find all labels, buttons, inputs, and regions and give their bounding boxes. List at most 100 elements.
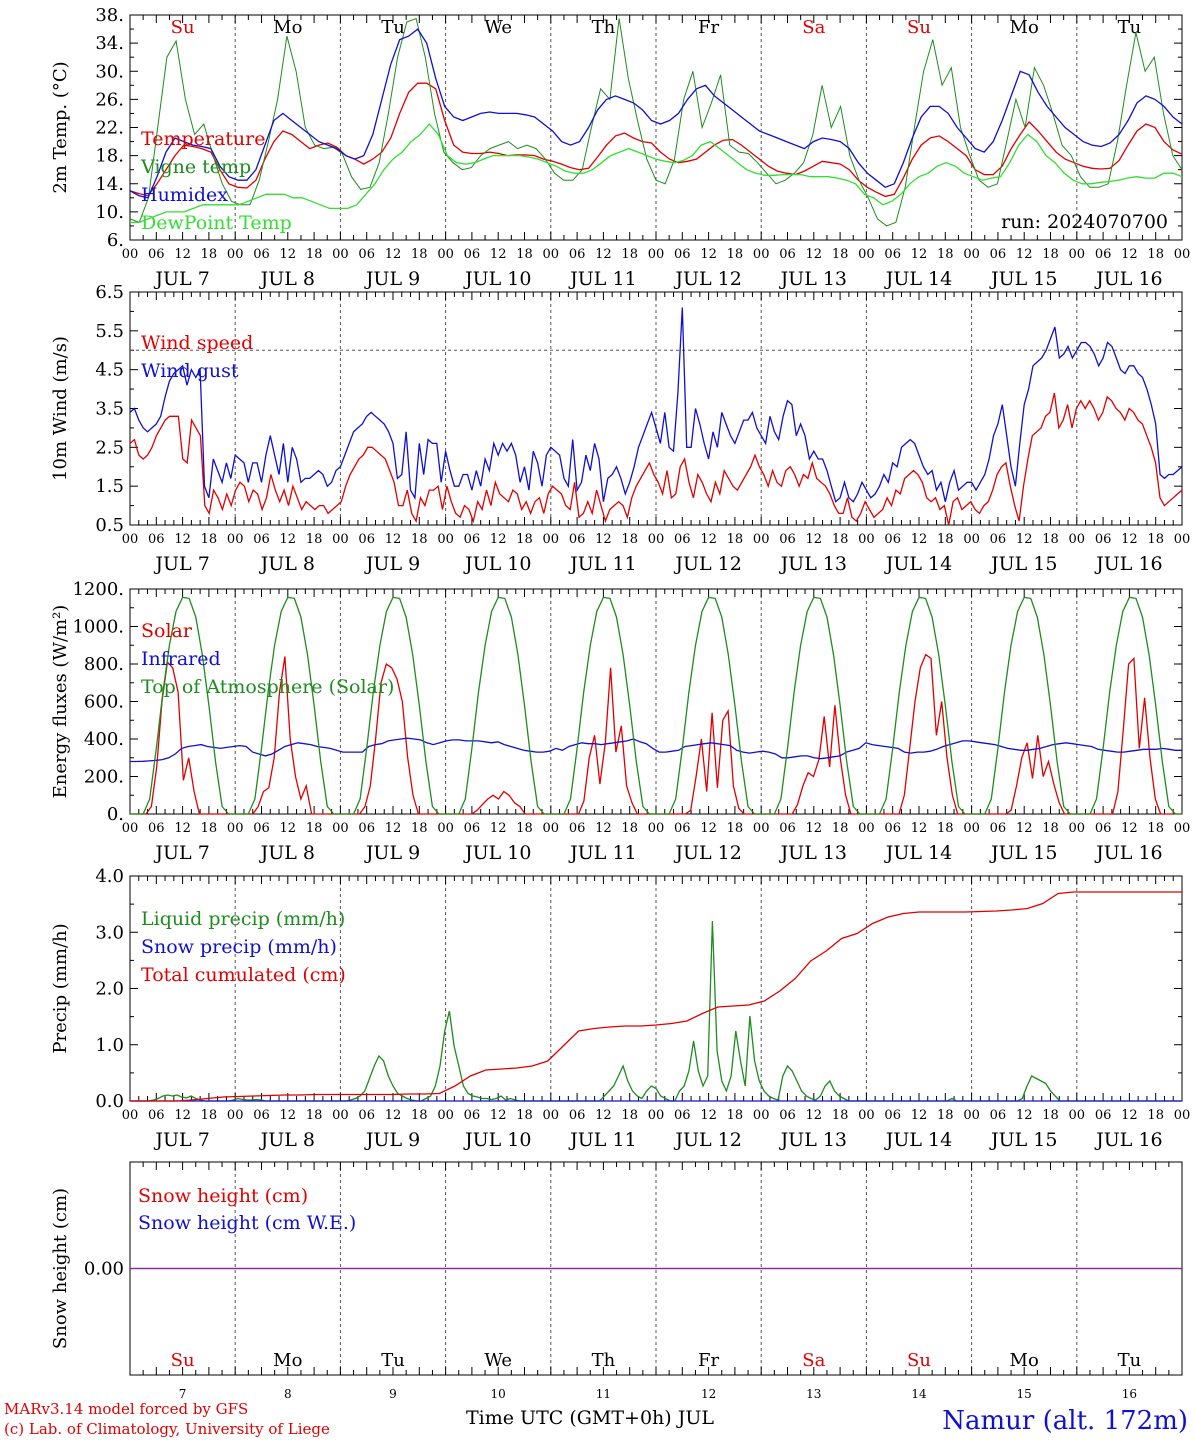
hour-tick-label: 00 [1174, 532, 1191, 547]
day-name: Sa [802, 17, 825, 38]
hour-tick-label: 18 [1147, 532, 1164, 547]
hour-tick-label: 12 [490, 821, 507, 836]
y-tick-label: 3.0 [95, 922, 124, 943]
hour-tick-label: 12 [385, 821, 402, 836]
hour-tick-label: 06 [779, 1108, 796, 1123]
hour-tick-label: 18 [1042, 247, 1059, 262]
date-label: JUL 9 [364, 1129, 420, 1151]
date-label: JUL 13 [779, 1129, 847, 1151]
station-name: Namur (alt. 172m) [942, 1406, 1188, 1436]
hour-tick-label: 12 [1016, 532, 1033, 547]
hour-tick-label: 06 [358, 247, 375, 262]
legend-entry: DewPoint Temp [141, 212, 292, 234]
hour-tick-label: 12 [280, 1108, 297, 1123]
date-number: 16 [1122, 1387, 1137, 1401]
hour-tick-label: 00 [332, 532, 349, 547]
date-label: JUL 12 [673, 842, 741, 864]
legend-entry: Vigne temp [140, 156, 251, 178]
hour-tick-label: 12 [911, 247, 928, 262]
hour-tick-label: 12 [595, 821, 612, 836]
date-label: JUL 13 [779, 553, 847, 575]
date-label: JUL 12 [673, 1129, 741, 1151]
hour-tick-label: 18 [411, 532, 428, 547]
hour-tick-label: 18 [937, 821, 954, 836]
hour-tick-label: 00 [1174, 247, 1191, 262]
hour-tick-label: 18 [937, 247, 954, 262]
series-line-3 [130, 596, 1182, 815]
hour-tick-label: 12 [911, 532, 928, 547]
hour-tick-label: 18 [516, 821, 533, 836]
hour-tick-label: 12 [806, 247, 823, 262]
series-line-2 [129, 307, 1183, 503]
hour-tick-label: 06 [1095, 821, 1112, 836]
hour-tick-label: 00 [332, 247, 349, 262]
hour-tick-label: 00 [1069, 247, 1086, 262]
legend-entry: Snow precip (mm/h) [141, 936, 337, 958]
date-number: 11 [596, 1387, 611, 1401]
date-number: 10 [491, 1387, 506, 1401]
hour-tick-label: 12 [1016, 1108, 1033, 1123]
day-name: Tu [1118, 1350, 1142, 1371]
date-number: 7 [179, 1387, 187, 1401]
day-name: Tu [381, 1350, 405, 1371]
date-label: JUL 16 [1094, 1129, 1162, 1151]
day-name: Th [592, 17, 616, 38]
date-label: JUL 14 [884, 1129, 952, 1151]
day-name: We [484, 17, 512, 38]
hour-tick-label: 18 [621, 532, 638, 547]
hour-tick-label: 18 [1042, 1108, 1059, 1123]
hour-tick-label: 00 [122, 1108, 139, 1123]
y-tick-label: 38. [95, 5, 124, 26]
legend-entry: Temperature [141, 128, 265, 150]
date-label: JUL 15 [989, 1129, 1057, 1151]
hour-tick-label: 12 [1121, 821, 1138, 836]
hour-tick-label: 00 [858, 532, 875, 547]
y-tick-label: 1200. [72, 579, 124, 600]
hour-tick-label: 12 [174, 1108, 191, 1123]
hour-tick-label: 00 [437, 247, 454, 262]
hour-tick-label: 00 [227, 247, 244, 262]
hour-tick-label: 00 [437, 1108, 454, 1123]
series-line-3 [129, 28, 1183, 199]
legend-entry: Liquid precip (mm/h) [141, 908, 345, 930]
day-name: Fr [698, 1350, 719, 1371]
hour-tick-label: 00 [122, 247, 139, 262]
day-name: Tu [1118, 17, 1142, 38]
hour-tick-label: 00 [648, 821, 665, 836]
hour-tick-label: 18 [306, 532, 323, 547]
y-tick-label: 22. [95, 118, 124, 139]
day-name: Su [907, 1350, 931, 1371]
hour-tick-label: 12 [174, 821, 191, 836]
panel-5: 0.00 Snow height (cm) Snow height (cm) Snow… [50, 1161, 1183, 1429]
y-tick-label: 0.0 [95, 1091, 124, 1112]
hour-tick-label: 06 [253, 532, 270, 547]
hour-tick-label: 12 [700, 1108, 717, 1123]
hour-tick-label: 00 [648, 532, 665, 547]
hour-tick-label: 06 [464, 247, 481, 262]
hour-tick-label: 06 [1095, 247, 1112, 262]
hour-tick-label: 00 [543, 532, 560, 547]
x-axis-label: Time UTC (GMT+0h) JUL [466, 1407, 714, 1429]
hour-tick-label: 12 [490, 532, 507, 547]
series-line-3 [130, 891, 1182, 1102]
date-label: JUL 10 [463, 842, 531, 864]
legend-entry: Snow height (cm) [138, 1185, 308, 1207]
hour-tick-label: 18 [1042, 532, 1059, 547]
hour-tick-label: 18 [832, 821, 849, 836]
hour-tick-label: 12 [911, 821, 928, 836]
hour-tick-label: 00 [332, 821, 349, 836]
series-line-1 [129, 82, 1183, 198]
series-line-2 [129, 17, 1183, 227]
hour-tick-label: 12 [174, 247, 191, 262]
hour-tick-label: 06 [253, 1108, 270, 1123]
hour-tick-label: 06 [464, 821, 481, 836]
panel-4: 0.0 1.0 2.0 3.0 4.0 Precip (mm/h) Liquid preci… [50, 866, 1190, 1151]
hour-tick-label: 00 [858, 821, 875, 836]
hour-tick-label: 18 [832, 1108, 849, 1123]
date-number: 13 [806, 1387, 821, 1401]
hour-tick-label: 12 [1121, 1108, 1138, 1123]
hour-tick-label: 00 [753, 821, 770, 836]
hour-tick-label: 18 [1147, 1108, 1164, 1123]
hour-tick-label: 12 [700, 247, 717, 262]
